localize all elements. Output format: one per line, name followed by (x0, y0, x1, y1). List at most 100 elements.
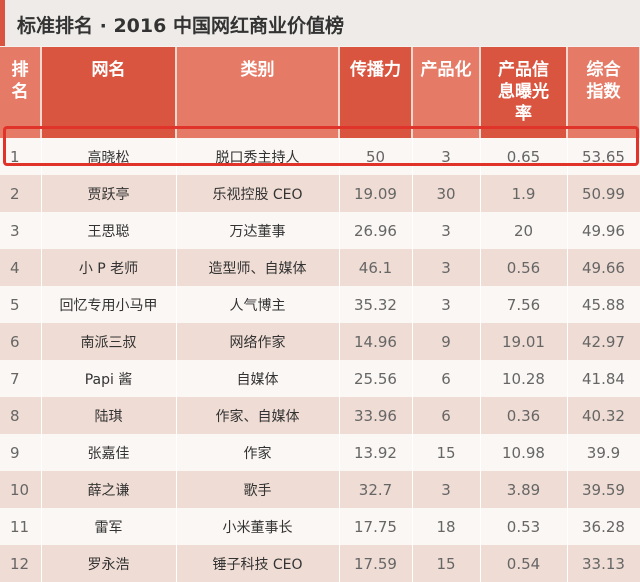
cell-category: 歌手 (176, 471, 340, 508)
table-row: 7 Papi 酱自媒体 25.56 6 10.28 41.84 (0, 360, 640, 397)
cell-name: 贾跃亭 (41, 175, 177, 212)
cell-composite: 50.99 (567, 175, 640, 212)
cell-productization: 18 (412, 508, 481, 545)
cell-composite: 40.32 (567, 397, 640, 434)
cell-exposure: 10.98 (480, 434, 568, 471)
cell-name: 南派三叔 (41, 323, 177, 360)
cell-productization: 3 (412, 212, 481, 249)
cell-exposure: 0.36 (480, 397, 568, 434)
header-exposure: 产品信息曝光率 (480, 47, 568, 138)
cell-name: 王思聪 (41, 212, 177, 249)
cell-category: 万达董事 (176, 212, 340, 249)
table-row: 9 张嘉佳 作家 13.92 15 10.98 39.9 (0, 434, 640, 471)
cell-reach: 26.96 (339, 212, 413, 249)
cell-composite: 42.97 (567, 323, 640, 360)
cell-exposure: 0.53 (480, 508, 568, 545)
cell-exposure: 10.28 (480, 360, 568, 397)
table-row: 3 王思聪 万达董事 26.96 3 20 49.96 (0, 212, 640, 249)
cell-reach: 14.96 (339, 323, 413, 360)
cell-rank: 1 (0, 138, 42, 175)
header-name: 网名 (41, 47, 177, 138)
header-rank: 排名 (0, 47, 42, 138)
cell-exposure: 0.65 (480, 138, 568, 175)
cell-productization: 15 (412, 545, 481, 582)
cell-reach: 17.75 (339, 508, 413, 545)
cell-exposure: 0.54 (480, 545, 568, 582)
cell-name: 薛之谦 (41, 471, 177, 508)
table-row: 1 高晓松 脱口秀主持人 50 3 0.65 53.65 (0, 138, 640, 175)
cell-reach: 17.59 (339, 545, 413, 582)
cell-reach: 50 (339, 138, 413, 175)
header-productization: 产品化 (412, 47, 481, 138)
cell-exposure: 20 (480, 212, 568, 249)
cell-category: 锤子科技 CEO (176, 545, 340, 582)
cell-exposure: 1.9 (480, 175, 568, 212)
cell-name: 张嘉佳 (41, 434, 177, 471)
cell-name: 雷军 (41, 508, 177, 545)
cell-category: 作家 (176, 434, 340, 471)
cell-composite: 45.88 (567, 286, 640, 323)
cell-name: 高晓松 (41, 138, 177, 175)
cell-name: 回忆专用小马甲 (41, 286, 177, 323)
cell-productization: 30 (412, 175, 481, 212)
cell-category: 脱口秀主持人 (176, 138, 340, 175)
cell-rank: 6 (0, 323, 42, 360)
cell-composite: 53.65 (567, 138, 640, 175)
cell-rank: 12 (0, 545, 42, 582)
header-reach: 传播力 (339, 47, 413, 138)
cell-productization: 3 (412, 286, 481, 323)
cell-category: 乐视控股 CEO (176, 175, 340, 212)
cell-rank: 4 (0, 249, 42, 286)
cell-rank: 8 (0, 397, 42, 434)
cell-reach: 19.09 (339, 175, 413, 212)
cell-composite: 49.66 (567, 249, 640, 286)
cell-category: 人气博主 (176, 286, 340, 323)
cell-composite: 49.96 (567, 212, 640, 249)
ranking-table: 排名 网名 类别 传播力 产品化 产品信息曝光率 综合指数 1 高晓松 脱口秀主持人… (0, 47, 640, 582)
cell-category: 造型师、自媒体 (176, 249, 340, 286)
cell-productization: 15 (412, 434, 481, 471)
cell-rank: 3 (0, 212, 42, 249)
cell-rank: 10 (0, 471, 42, 508)
cell-reach: 32.7 (339, 471, 413, 508)
cell-productization: 9 (412, 323, 481, 360)
cell-reach: 13.92 (339, 434, 413, 471)
cell-productization: 6 (412, 360, 481, 397)
page-title: 标准排名 · 2016 中国网红商业价值榜 (17, 15, 344, 37)
header-row: 排名 网名 类别 传播力 产品化 产品信息曝光率 综合指数 (0, 47, 640, 138)
table-row: 8 陆琪 作家、自媒体 33.96 6 0.36 40.32 (0, 397, 640, 434)
cell-composite: 39.59 (567, 471, 640, 508)
cell-productization: 3 (412, 249, 481, 286)
cell-productization: 6 (412, 397, 481, 434)
cell-rank: 5 (0, 286, 42, 323)
cell-reach: 46.1 (339, 249, 413, 286)
cell-reach: 25.56 (339, 360, 413, 397)
cell-name: Papi 酱 (41, 360, 177, 397)
cell-rank: 11 (0, 508, 42, 545)
cell-exposure: 0.56 (480, 249, 568, 286)
cell-reach: 35.32 (339, 286, 413, 323)
cell-category: 自媒体 (176, 360, 340, 397)
table-row: 5 回忆专用小马甲 人气博主 35.32 3 7.56 45.88 (0, 286, 640, 323)
table-row: 11 雷军 小米董事长 17.75 18 0.53 36.28 (0, 508, 640, 545)
header-composite: 综合指数 (567, 47, 640, 138)
cell-category: 小米董事长 (176, 508, 340, 545)
cell-productization: 3 (412, 471, 481, 508)
cell-exposure: 3.89 (480, 471, 568, 508)
cell-name: 小 P 老师 (41, 249, 177, 286)
page-title-bar: 标准排名 · 2016 中国网红商业价值榜 (0, 0, 640, 46)
cell-exposure: 19.01 (480, 323, 568, 360)
cell-exposure: 7.56 (480, 286, 568, 323)
table-row: 2 贾跃亭 乐视控股 CEO 19.09 30 1.9 50.99 (0, 175, 640, 212)
cell-composite: 36.28 (567, 508, 640, 545)
cell-rank: 7 (0, 360, 42, 397)
table-row: 6 南派三叔 网络作家 14.96 9 19.01 42.97 (0, 323, 640, 360)
cell-category: 作家、自媒体 (176, 397, 340, 434)
cell-productization: 3 (412, 138, 481, 175)
cell-rank: 2 (0, 175, 42, 212)
cell-name: 陆琪 (41, 397, 177, 434)
cell-composite: 33.13 (567, 545, 640, 582)
cell-category: 网络作家 (176, 323, 340, 360)
cell-name: 罗永浩 (41, 545, 177, 582)
